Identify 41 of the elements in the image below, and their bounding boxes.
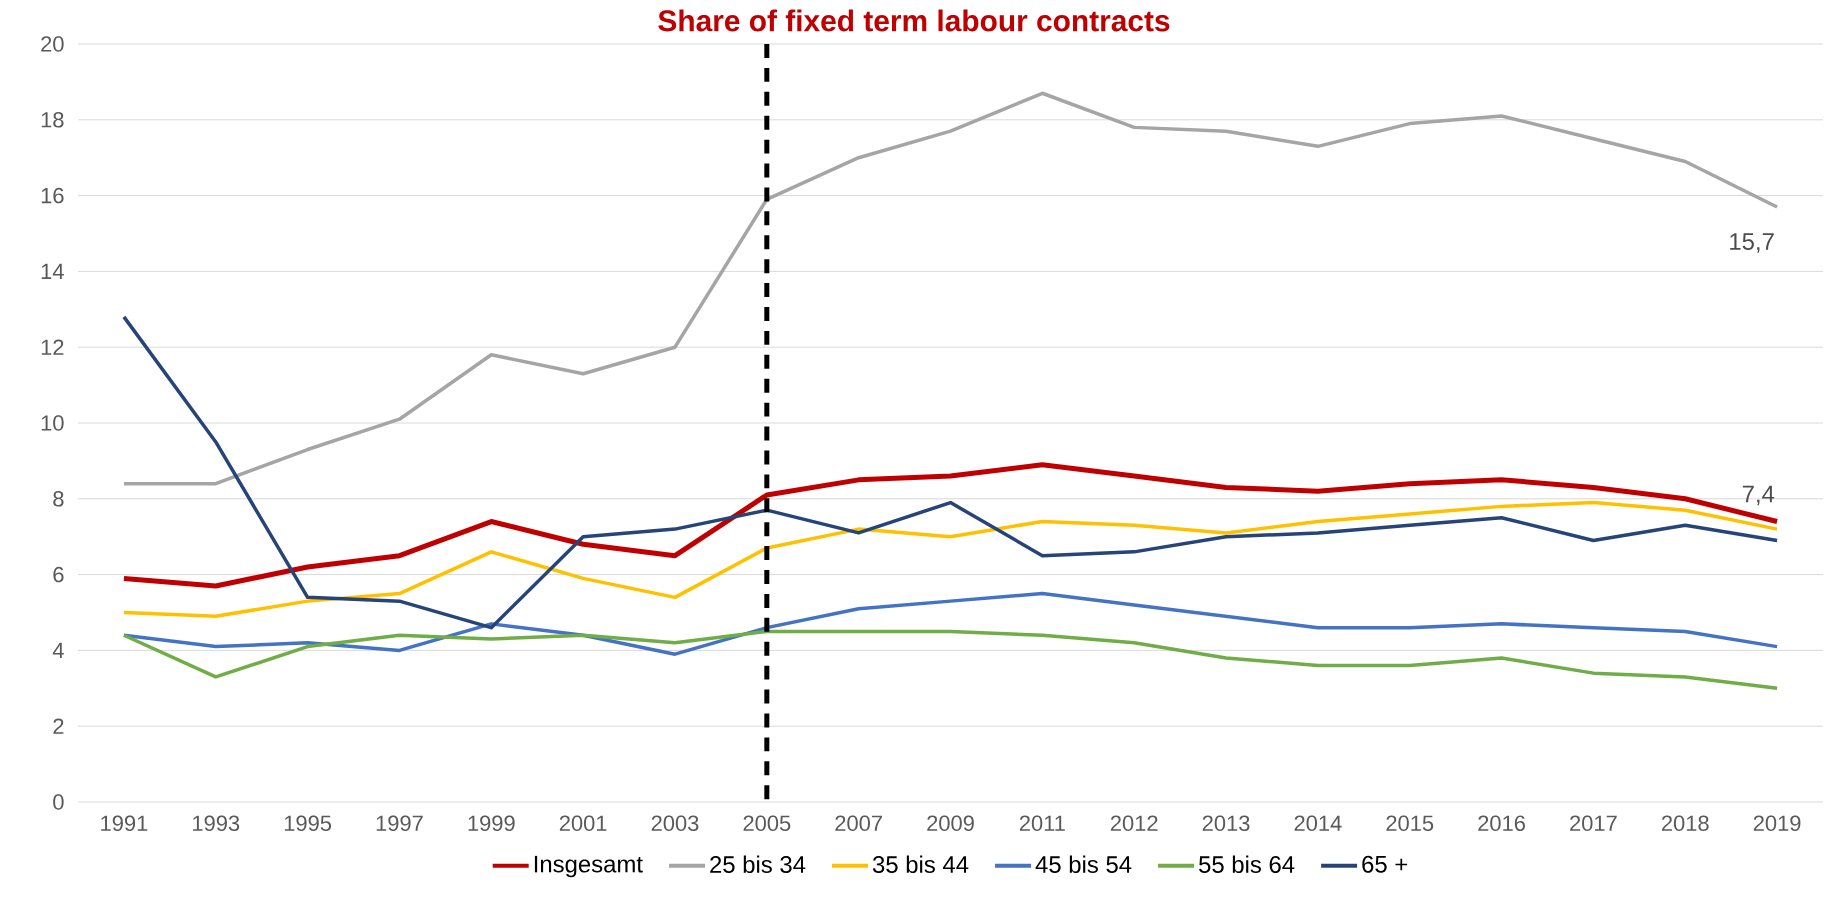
- x-tick-label: 2005: [743, 815, 791, 832]
- x-tick-label: 2009: [927, 815, 974, 832]
- y-tick-label: 8: [53, 491, 64, 507]
- x-tick-label: 2003: [651, 815, 699, 832]
- line-series: [122, 91, 1779, 486]
- x-tick-label: 2011: [1019, 815, 1065, 832]
- y-tick-label: 20: [41, 36, 64, 52]
- x-tick-label: 2015: [1386, 815, 1434, 832]
- legend-label: 55 bis 64: [1199, 855, 1295, 874]
- legend-label: Insgesamt: [534, 855, 643, 878]
- y-tick-label: 14: [41, 263, 64, 279]
- x-tick-label: 2019: [1753, 815, 1801, 832]
- y-tick-label: 18: [41, 112, 64, 128]
- x-tick-label: 2013: [1202, 815, 1250, 832]
- legend-label: 25 bis 34: [710, 855, 806, 874]
- x-tick-label: 2014: [1294, 815, 1342, 832]
- y-tick-label: 10: [41, 415, 64, 431]
- x-tick-label: 2007: [835, 815, 882, 832]
- annotation: 15,7: [1730, 233, 1774, 253]
- x-tick-label: 1995: [284, 815, 332, 832]
- x-tick-label: 1993: [193, 815, 240, 832]
- x-tick-label: 2016: [1478, 815, 1525, 832]
- x-tick-label: 1999: [468, 815, 515, 832]
- legend-label: 45 bis 54: [1035, 855, 1132, 874]
- y-tick-label: 2: [53, 718, 64, 734]
- y-tick-label: 0: [53, 794, 64, 810]
- legend-label: 35 bis 44: [872, 855, 969, 874]
- y-tick-label: 6: [53, 566, 64, 583]
- y-tick-label: 16: [41, 187, 64, 204]
- x-tick-label: 2017: [1570, 815, 1617, 832]
- chart-title: Share of fixed term labour contracts: [658, 9, 1170, 32]
- x-tick-label: 2001: [559, 815, 607, 832]
- annotation: 7,4: [1742, 485, 1775, 506]
- y-tick-label: 12: [41, 339, 64, 355]
- line-series: [122, 315, 1779, 630]
- x-tick-label: 1991: [101, 815, 148, 832]
- x-tick-label: 2012: [1110, 815, 1158, 832]
- x-tick-label: 1997: [376, 815, 423, 832]
- legend-label: 65 +: [1362, 855, 1408, 873]
- y-tick-label: 4: [52, 642, 64, 658]
- x-tick-label: 2018: [1661, 815, 1709, 832]
